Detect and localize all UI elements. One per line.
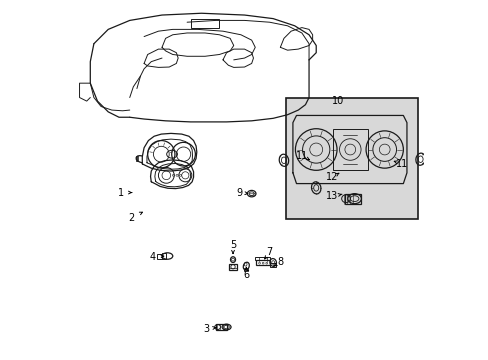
Bar (255, 257, 270, 260)
Bar (190, 19, 219, 28)
Bar (136, 158, 138, 159)
Text: 10: 10 (331, 96, 343, 106)
Text: 9: 9 (236, 188, 242, 198)
Text: 3: 3 (203, 324, 209, 334)
Bar (332, 129, 367, 170)
Bar (162, 253, 166, 259)
Text: 11: 11 (295, 150, 307, 161)
Text: 7: 7 (266, 247, 272, 257)
Text: 1: 1 (118, 188, 123, 198)
Bar (285, 98, 417, 220)
Text: 6: 6 (243, 270, 249, 280)
Text: 12: 12 (325, 172, 338, 182)
Bar (255, 260, 269, 265)
Bar (229, 264, 236, 270)
Bar (136, 156, 138, 157)
Text: 8: 8 (277, 257, 283, 267)
Bar (270, 263, 276, 267)
Bar (244, 267, 248, 271)
Text: 13: 13 (325, 191, 338, 201)
Text: 4: 4 (150, 252, 156, 262)
Bar (157, 253, 162, 258)
Text: 2: 2 (128, 213, 134, 222)
Bar (344, 194, 360, 204)
Bar (215, 324, 226, 330)
Text: 5: 5 (229, 240, 236, 250)
Text: 11: 11 (395, 159, 407, 169)
Bar (136, 160, 138, 161)
